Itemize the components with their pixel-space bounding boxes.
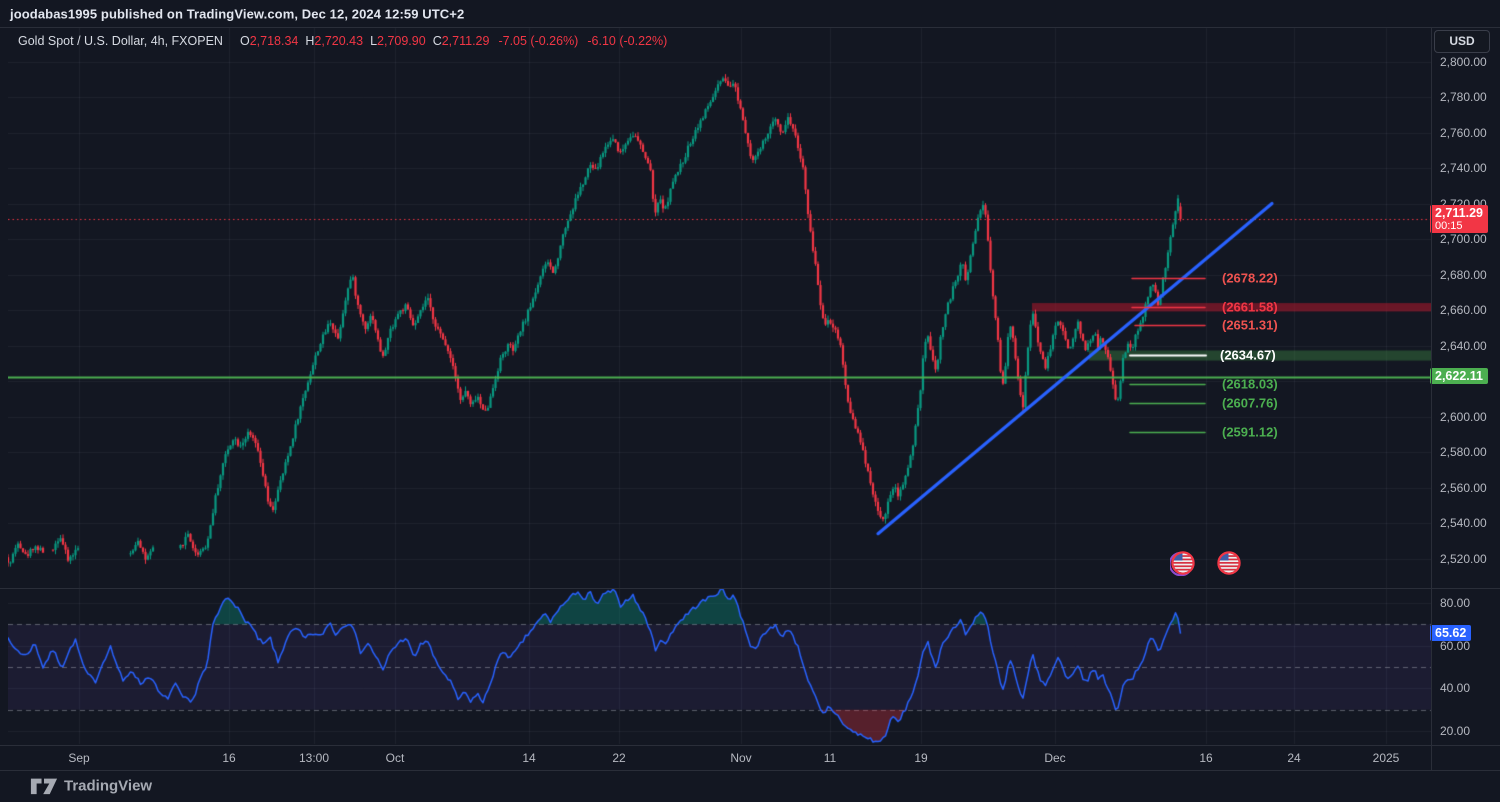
price-chart-canvas[interactable] — [8, 27, 1431, 745]
level-label-resistance: (2678.22) — [1222, 270, 1278, 286]
ohlc-header: Gold Spot / U.S. Dollar, 4h, FXOPEN O2,71… — [18, 34, 667, 48]
rsi-axis-tick: 80.00 — [1440, 596, 1471, 610]
time-axis-tick: 14 — [522, 750, 536, 765]
time-axis-tick: 24 — [1287, 750, 1301, 765]
last-price-value: 2,711.29 — [1435, 205, 1483, 220]
price-axis-tick: 2,680.00 — [1440, 267, 1487, 282]
time-axis-tick: 16 — [222, 750, 236, 765]
level-label-support: (2607.76) — [1222, 395, 1278, 411]
price-axis-tick: 2,740.00 — [1440, 161, 1487, 175]
rsi-axis-tick: 20.00 — [1440, 724, 1471, 738]
tradingview-logo-icon[interactable] — [30, 777, 58, 795]
price-axis-tick: 2,540.00 — [1440, 516, 1487, 530]
level-label-resistance: (2651.31) — [1222, 317, 1278, 333]
symbol-title: Gold Spot / U.S. Dollar, 4h, FXOPEN — [18, 34, 223, 48]
support-price-badge: 2,622.11 — [1430, 368, 1488, 385]
axis-left-border — [1431, 27, 1432, 770]
level-label-pivot: (2634.67) — [1220, 347, 1276, 363]
high-label: H — [305, 34, 315, 48]
close-value: 2,711.29 — [441, 34, 490, 48]
bar-change: -7.05 (-0.26%) — [498, 34, 579, 48]
us-flag-icon[interactable] — [1216, 550, 1242, 576]
time-axis-tick: 19 — [914, 750, 928, 765]
us-flag-icon[interactable] — [1170, 550, 1196, 576]
currency-toggle-button[interactable]: USD — [1434, 30, 1490, 53]
price-axis-tick: 2,700.00 — [1440, 232, 1487, 246]
low-label: L — [370, 34, 378, 48]
price-axis-tick: 2,560.00 — [1440, 480, 1487, 495]
publisher-bar: joodabas1995 published on TradingView.co… — [0, 0, 1500, 27]
high-value: 2,720.43 — [314, 34, 364, 48]
level-label-support: (2591.12) — [1222, 424, 1278, 440]
time-axis-tick: Nov — [730, 750, 752, 765]
frame-top-border — [0, 27, 1500, 28]
price-axis-tick: 2,640.00 — [1440, 338, 1487, 353]
open-label: O — [239, 34, 250, 48]
open-value: 2,718.34 — [249, 34, 299, 48]
price-axis-tick: 2,580.00 — [1440, 445, 1487, 459]
rsi-axis-tick: 60.00 — [1440, 638, 1471, 653]
time-axis-tick: Oct — [385, 750, 405, 765]
price-axis-tick: 2,780.00 — [1440, 90, 1487, 104]
price-axis-tick: 2,600.00 — [1440, 409, 1487, 424]
tradingview-wordmark[interactable]: TradingView — [64, 777, 153, 795]
time-axis-tick: Dec — [1044, 750, 1066, 765]
rsi-value-badge: 65.62 — [1430, 624, 1472, 641]
footer: TradingView — [0, 770, 1500, 802]
bar-countdown: 00:15 — [1435, 219, 1463, 232]
session-change: -6.10 (-0.22%) — [587, 34, 668, 48]
time-axis[interactable]: Sep 16 13:00 Oct 14 22 Nov 11 19 Dec 16 24 2025 — [8, 745, 1431, 770]
close-label: C — [432, 34, 442, 48]
time-axis-tick: 2025 — [1372, 750, 1400, 765]
level-label-resistance: (2661.58) — [1222, 299, 1278, 315]
time-axis-tick: Sep — [68, 750, 90, 765]
level-label-support: (2618.03) — [1222, 376, 1278, 392]
time-axis-tick: 11 — [823, 750, 837, 765]
low-value: 2,709.90 — [377, 34, 426, 48]
time-axis-tick: 22 — [612, 750, 626, 765]
price-axis-tick: 2,520.00 — [1440, 551, 1487, 566]
frame-bottom-border — [0, 770, 1500, 771]
pane-separator[interactable] — [0, 588, 1500, 589]
rsi-axis-tick: 40.00 — [1440, 681, 1471, 696]
price-axis[interactable]: USD 2,711.29 00:15 2,622.11 65.62 2,800.… — [1430, 27, 1500, 770]
support-price-value: 2,622.11 — [1435, 369, 1483, 384]
time-axis-border — [0, 745, 1500, 746]
price-axis-tick: 2,660.00 — [1440, 303, 1487, 317]
time-axis-tick: 16 — [1199, 750, 1213, 765]
time-axis-tick: 13:00 — [298, 750, 330, 765]
rsi-value: 65.62 — [1435, 625, 1467, 640]
price-axis-tick: 2,800.00 — [1440, 54, 1487, 69]
last-price-badge: 2,711.29 00:15 — [1430, 204, 1488, 233]
price-axis-tick: 2,760.00 — [1440, 125, 1487, 140]
publisher-text: joodabas1995 published on TradingView.co… — [10, 6, 465, 21]
